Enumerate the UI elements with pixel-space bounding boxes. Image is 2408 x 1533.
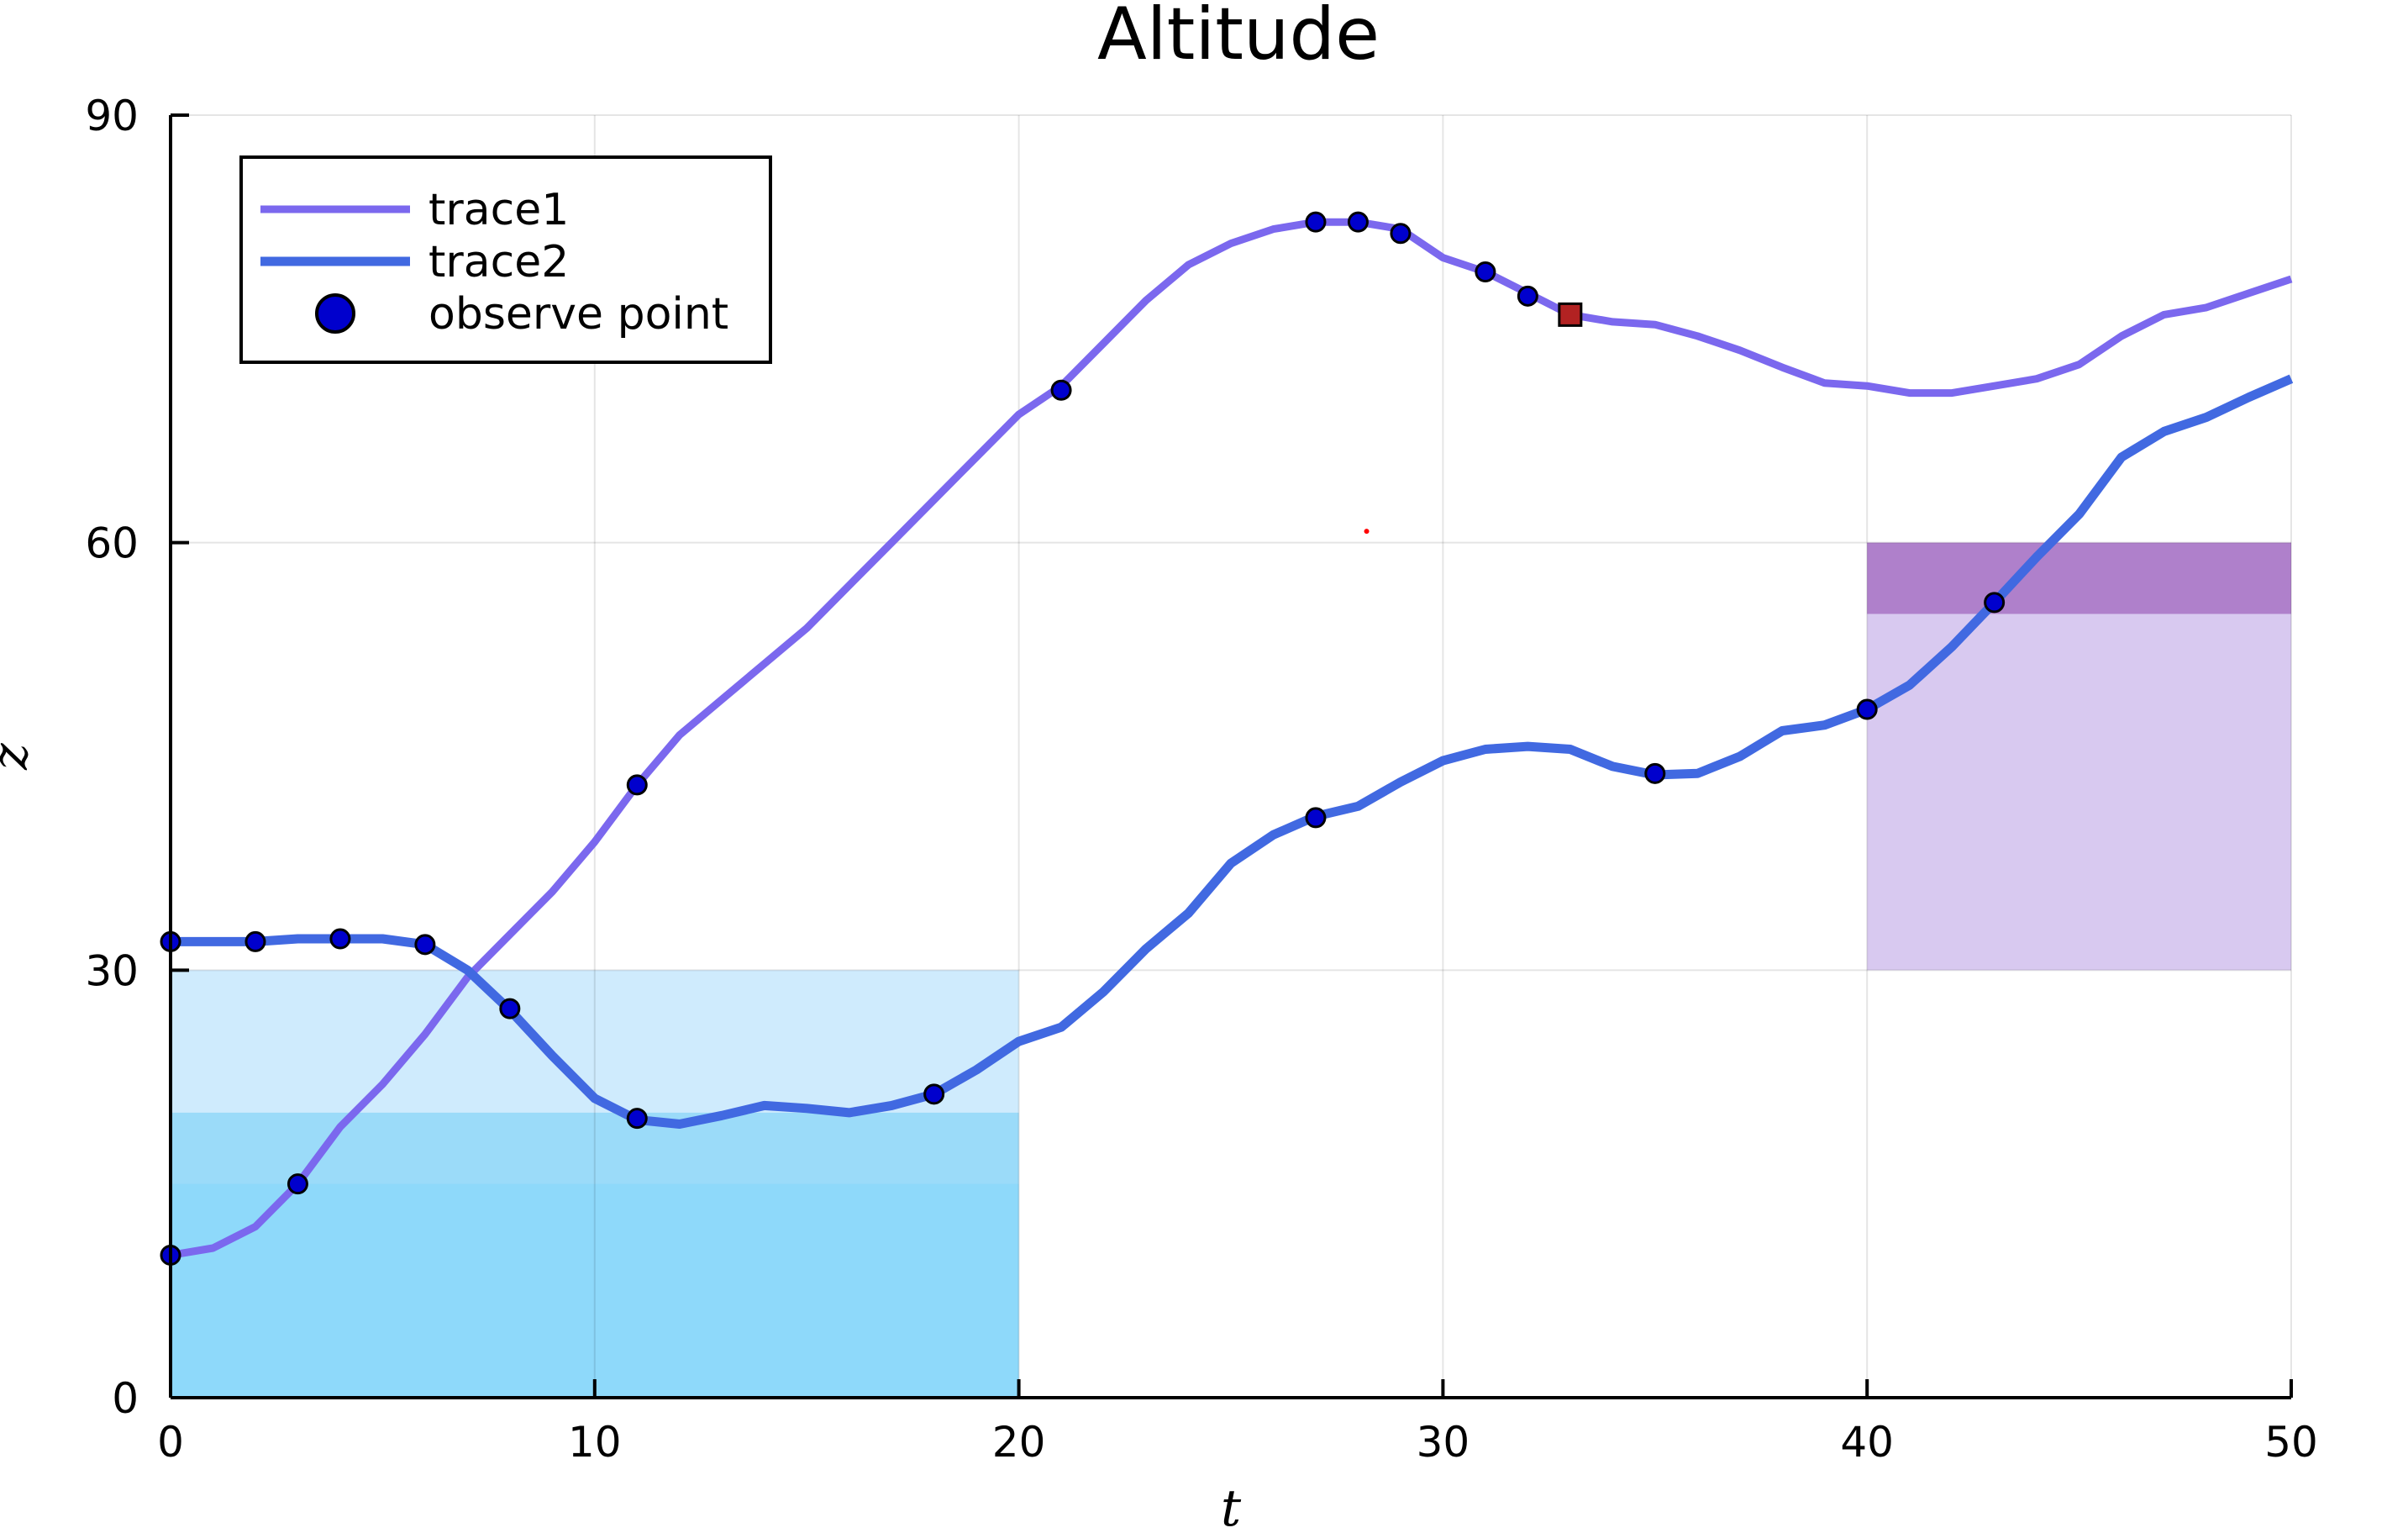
chart-title: Altitude	[1097, 0, 1380, 76]
observe-point	[1644, 762, 1666, 784]
x-tick-label: 20	[992, 1418, 1046, 1467]
shaded-region-4	[1867, 542, 2291, 614]
observe-points	[160, 211, 2006, 1266]
observe-point	[1305, 211, 1327, 233]
legend-label: trace1	[428, 185, 569, 235]
observe-point	[1305, 807, 1327, 829]
observe-point	[626, 774, 648, 796]
y-tick-label: 0	[112, 1374, 139, 1423]
series-line-trace2	[171, 374, 2294, 1129]
x-tick-label: 50	[2264, 1418, 2318, 1467]
x-tick-label: 40	[1840, 1418, 1894, 1467]
x-tick-label: 30	[1417, 1418, 1470, 1467]
observe-point	[923, 1083, 945, 1105]
legend-swatch-observe-point	[315, 293, 355, 334]
legend-label: trace2	[428, 237, 569, 287]
shaded-region-2	[171, 1183, 1019, 1398]
observe-point	[329, 928, 351, 950]
observe-point	[244, 930, 266, 952]
series-line-trace1	[170, 218, 2293, 1259]
observe-point	[1050, 379, 1072, 401]
y-axis-label: z	[0, 743, 39, 771]
y-tick-label: 90	[85, 92, 139, 140]
axes: 0 10 20 30 40 50 0 30 60 90	[85, 92, 2317, 1467]
observe-point	[287, 1173, 308, 1195]
observe-point	[1390, 223, 1412, 245]
observe-point	[1856, 698, 1878, 720]
square-marker	[1558, 302, 1583, 327]
series-lines	[170, 218, 2294, 1259]
x-axis-label: t	[1221, 1479, 1242, 1533]
observe-point	[414, 934, 436, 956]
shaded-regions	[171, 542, 2291, 1398]
observe-point	[1984, 592, 2006, 614]
y-tick-label: 60	[85, 519, 139, 568]
x-tick-label: 0	[157, 1418, 184, 1467]
y-tick-label: 30	[85, 946, 139, 995]
observe-point	[1347, 211, 1369, 233]
observe-point	[1475, 261, 1496, 283]
legend-label: observe point	[428, 289, 728, 340]
red-dot-marker	[1364, 529, 1370, 535]
observe-point	[499, 998, 521, 1019]
x-tick-label: 10	[568, 1418, 622, 1467]
shaded-region-0	[171, 970, 1019, 1398]
observe-point	[626, 1108, 648, 1130]
observe-point	[1517, 285, 1538, 307]
